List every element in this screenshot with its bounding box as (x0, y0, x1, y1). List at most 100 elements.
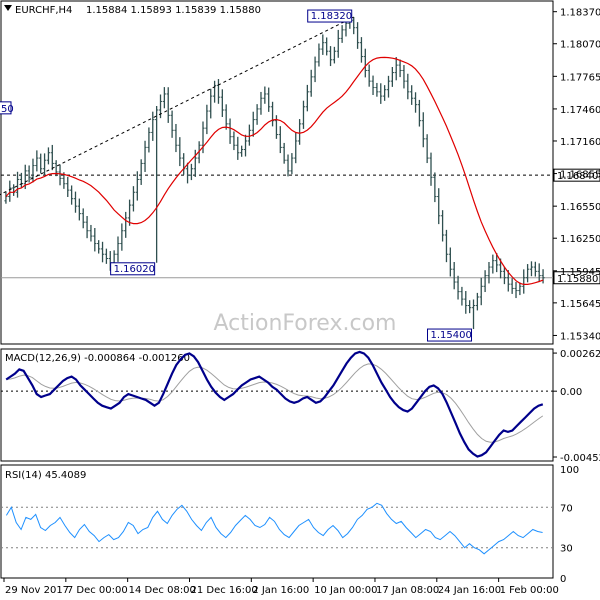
time-tick-label: 21 Dec 16:00 (190, 585, 257, 596)
collapse-arrow-icon[interactable] (4, 5, 12, 11)
ohlc-bar (201, 121, 205, 154)
ma-line (5, 56, 544, 285)
ohlc-bar (104, 248, 109, 264)
ohlc-bar (448, 247, 452, 277)
annotation-label: 1.15400 (431, 330, 472, 341)
ohlc-bar (73, 191, 78, 213)
ohlc-readout: 1.15884 1.15893 1.15839 1.15880 (86, 5, 261, 16)
ohlc-bar (533, 261, 537, 277)
ohlc-bar (243, 134, 248, 157)
price-tick-label: 1.17765 (560, 72, 600, 83)
ohlc-bar (255, 104, 259, 125)
time-tick-label: 1 Feb 00:00 (500, 585, 559, 596)
ohlc-bar (66, 176, 70, 197)
ohlc-bar (232, 131, 236, 151)
ohlc-bar (317, 43, 321, 67)
macd-tick-label: 0.00 (560, 387, 582, 398)
ohlc-bar (367, 64, 371, 87)
watermark: ActionForex.com (214, 311, 397, 336)
level-tag (553, 168, 600, 182)
ohlc-bar (398, 59, 402, 78)
ohlc-bar (518, 282, 522, 296)
ohlc-bar (120, 223, 124, 251)
ohlc-bar (213, 80, 217, 103)
ohlc-bar (42, 153, 47, 176)
ohlc-bar (240, 145, 244, 157)
ohlc-bar (421, 112, 425, 148)
ohlc-bar (332, 46, 336, 64)
annotation-tag (427, 328, 473, 342)
ohlc-bar (170, 110, 174, 138)
ohlc-bar (116, 236, 120, 262)
chart-symbol: EURCHF,H4 (15, 5, 72, 16)
ohlc-bar (406, 73, 410, 100)
ohlc-bar (267, 87, 271, 112)
ohlc-bar (174, 123, 178, 153)
ohlc-bar (298, 119, 302, 145)
ohlc-bar (541, 269, 545, 284)
ohlc-bar (475, 292, 479, 311)
ohlc-bar (413, 92, 418, 113)
ohlc-bar (147, 127, 151, 153)
ohlc-bar (294, 132, 298, 164)
ohlc-bar (263, 86, 267, 104)
ohlc-bar (81, 208, 85, 229)
ohlc-bar (155, 105, 159, 263)
ohlc-bar (15, 171, 20, 198)
price-tick-label: 1.17160 (560, 137, 600, 148)
ohlc-bar (197, 141, 201, 164)
ohlc-bar (139, 159, 143, 185)
ohlc-bar (371, 75, 375, 96)
ohlc-bar (471, 299, 476, 330)
ohlc-bar (97, 240, 101, 254)
ohlc-bar (143, 140, 147, 172)
time-tick-label: 17 Jan 08:00 (376, 585, 439, 596)
ohlc-bar (251, 111, 255, 137)
ohlc-bar (425, 134, 429, 164)
annotation-tag (307, 9, 353, 23)
ohlc-bar (325, 37, 329, 56)
time-tick-label: 29 Nov 2017 (5, 585, 69, 596)
macd-tick-label: -0.004526 (560, 453, 600, 464)
ohlc-bar (456, 275, 460, 300)
ohlc-bar (205, 104, 209, 135)
ohlc-bar (85, 215, 89, 239)
ohlc-bar (151, 111, 155, 141)
ohlc-bar (278, 126, 282, 154)
ohlc-bar (383, 85, 387, 101)
annotation-tag (110, 262, 156, 276)
ohlc-bar (124, 211, 128, 238)
ohlc-bar (355, 22, 360, 49)
ohlc-bar (487, 262, 491, 284)
ohlc-bar (340, 25, 344, 43)
price-tick-label: 1.15945 (560, 267, 600, 278)
price-tick-label: 1.16550 (560, 202, 600, 213)
ohlc-bar (483, 270, 487, 293)
level-tag-label: 1.16840 (557, 171, 598, 182)
time-tick-label: 2 Jan 16:00 (252, 585, 309, 596)
left-cut-label: 50 (1, 104, 14, 115)
ohlc-bar (131, 186, 136, 212)
current-price-label: 1.15880 (557, 274, 598, 285)
annotation-label: 1.16020 (114, 264, 155, 275)
ohlc-bar (479, 277, 483, 306)
ohlc-bar (189, 163, 194, 181)
ohlc-bar (259, 91, 263, 115)
ohlc-bar (328, 46, 333, 67)
ohlc-bar (309, 69, 313, 97)
ohlc-bar (352, 17, 356, 35)
ohlc-bar (220, 89, 224, 117)
ohlc-bar (39, 153, 43, 174)
ohlc-bar (193, 149, 197, 177)
ohlc-bar (410, 85, 414, 105)
ohlc-bar (359, 37, 364, 63)
rsi-title: RSI(14) 45.4089 (5, 470, 86, 481)
ohlc-bar (390, 67, 394, 87)
time-tick-label: 7 Dec 00:00 (67, 585, 128, 596)
rsi-tick-label: 100 (560, 465, 579, 476)
macd-signal-line (6, 363, 544, 443)
ohlc-bar (35, 150, 39, 172)
ohlc-bar (93, 228, 97, 252)
ohlc-bar (58, 164, 62, 186)
